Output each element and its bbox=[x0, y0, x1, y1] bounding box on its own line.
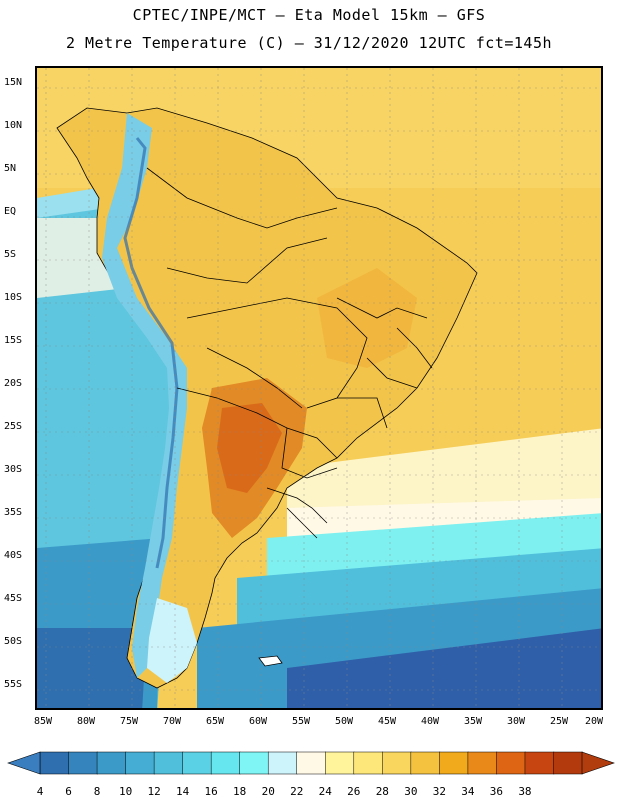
pacific-north-band bbox=[37, 188, 107, 218]
lat-label: 35S bbox=[4, 507, 23, 518]
lat-label: 55S bbox=[4, 679, 23, 690]
lat-label: 5N bbox=[4, 163, 17, 174]
lat-label: 15N bbox=[4, 77, 23, 88]
color-scale-label: 6 bbox=[65, 785, 72, 798]
color-scale-cell bbox=[439, 751, 469, 775]
map-title-line-1: CPTEC/INPE/MCT – Eta Model 15km – GFS bbox=[132, 6, 486, 24]
color-scale-label: 26 bbox=[347, 785, 361, 798]
color-scale-cell bbox=[296, 751, 327, 775]
color-scale-cell bbox=[467, 751, 498, 775]
color-scale-cell bbox=[239, 751, 269, 775]
country-borders bbox=[146, 167, 433, 539]
brazil-warm-patch bbox=[317, 268, 417, 368]
lat-label: 30S bbox=[4, 464, 23, 475]
lon-label: 60W bbox=[249, 716, 268, 727]
color-scale-bar bbox=[7, 751, 615, 775]
map-frame bbox=[35, 66, 603, 710]
color-scale-cell bbox=[210, 751, 241, 775]
temperature-map bbox=[37, 68, 601, 708]
color-scale-label: 32 bbox=[432, 785, 446, 798]
color-scale-label: 8 bbox=[93, 785, 101, 798]
lat-label: 50S bbox=[4, 636, 23, 647]
lat-label: 5S bbox=[4, 249, 17, 260]
color-scale-cell bbox=[325, 751, 355, 775]
color-scale-cell bbox=[96, 751, 127, 775]
color-scale-cell bbox=[39, 751, 70, 775]
color-scale-label: 36 bbox=[489, 785, 504, 798]
color-scale-cells bbox=[39, 751, 583, 775]
lon-label: 25W bbox=[550, 716, 569, 727]
pacific-deep-band bbox=[37, 628, 147, 708]
lon-label: 40W bbox=[421, 716, 440, 727]
color-scale-label: 38 bbox=[518, 785, 532, 798]
grid-lines bbox=[37, 68, 601, 708]
lon-label: 80W bbox=[77, 716, 96, 727]
lon-label: 85W bbox=[34, 716, 53, 727]
color-scale-cell bbox=[182, 751, 212, 775]
lon-label: 55W bbox=[292, 716, 311, 727]
color-scale-cell bbox=[410, 751, 441, 775]
lon-label: 30W bbox=[507, 716, 526, 727]
color-scale-label: 24 bbox=[318, 785, 332, 798]
color-scale-label: 34 bbox=[461, 785, 475, 798]
lon-label: 45W bbox=[378, 716, 397, 727]
lat-label: 25S bbox=[4, 421, 23, 432]
andes-ridge bbox=[123, 137, 179, 569]
falkland-islands bbox=[258, 655, 283, 667]
south-cold-band bbox=[287, 628, 601, 708]
lat-label: 45S bbox=[4, 593, 23, 604]
lat-label: 40S bbox=[4, 550, 23, 561]
lat-label: 15S bbox=[4, 335, 23, 346]
patagonia-cool bbox=[147, 598, 197, 683]
color-scale-label: 4 bbox=[36, 785, 44, 798]
color-scale-label: 30 bbox=[404, 785, 418, 798]
lat-label: 20S bbox=[4, 378, 23, 389]
color-scale-cell bbox=[382, 751, 412, 775]
lon-label: 50W bbox=[335, 716, 354, 727]
color-scale-over-arrow bbox=[581, 751, 615, 775]
color-scale-label: 22 bbox=[290, 785, 304, 798]
color-scale-label: 12 bbox=[147, 785, 161, 798]
color-scale-cell bbox=[125, 751, 155, 775]
color-scale-label: 20 bbox=[261, 785, 275, 798]
color-scale-label: 10 bbox=[118, 785, 133, 798]
color-scale-cell bbox=[496, 751, 526, 775]
color-scale-cell bbox=[267, 751, 298, 775]
lat-label: 10S bbox=[4, 292, 23, 303]
lon-label: 20W bbox=[585, 716, 604, 727]
color-scale-label: 16 bbox=[204, 785, 218, 798]
color-scale-under-arrow bbox=[7, 751, 41, 775]
lon-label: 75W bbox=[120, 716, 139, 727]
map-title-line-2: 2 Metre Temperature (C) – 31/12/2020 12U… bbox=[65, 34, 553, 52]
lon-label: 65W bbox=[206, 716, 225, 727]
color-scale-label: 18 bbox=[233, 785, 247, 798]
andes-cold-strip bbox=[102, 113, 187, 678]
central-hotter-core bbox=[217, 403, 282, 493]
lon-label: 35W bbox=[464, 716, 483, 727]
color-scale-cell bbox=[553, 751, 583, 775]
lat-label: 10N bbox=[4, 120, 23, 131]
color-scale-cell bbox=[524, 751, 555, 775]
color-scale-label: 14 bbox=[176, 785, 190, 798]
color-scale-cell bbox=[153, 751, 184, 775]
lat-label: EQ bbox=[4, 206, 17, 217]
color-scale-cell bbox=[68, 751, 98, 775]
color-scale-label: 28 bbox=[375, 785, 389, 798]
lon-label: 70W bbox=[163, 716, 182, 727]
color-scale-cell bbox=[353, 751, 384, 775]
